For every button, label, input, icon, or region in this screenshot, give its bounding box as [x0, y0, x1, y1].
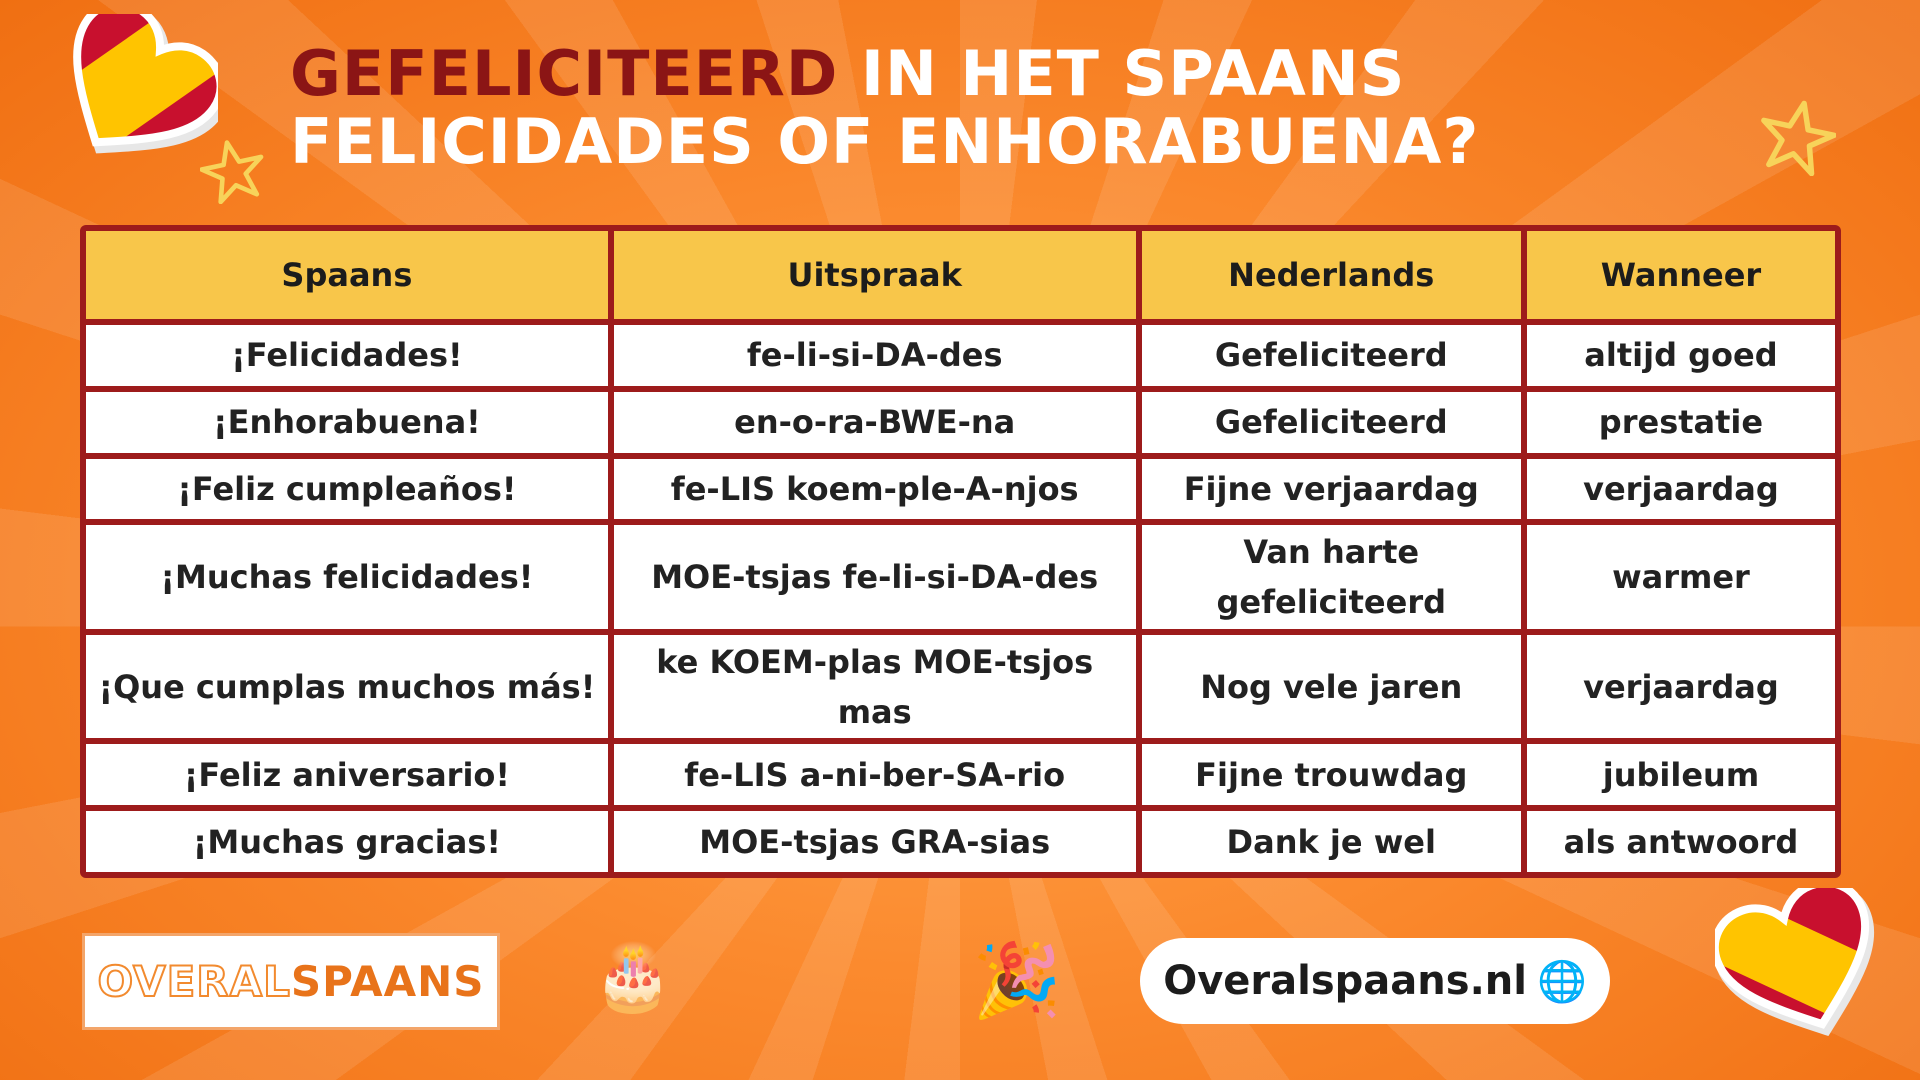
website-link[interactable]: Overalspaans.nl 🌐	[1140, 938, 1610, 1024]
cell-spaans: ¡Felicidades!	[86, 325, 608, 386]
cell-wanneer: verjaardag	[1526, 634, 1835, 739]
phrases-table: Spaans Uitspraak Nederlands Wanneer ¡Fel…	[80, 225, 1841, 878]
cell-nederlands: Nog vele jaren	[1141, 634, 1521, 739]
logo-text-part2: SPAANS	[290, 957, 485, 1006]
header-nederlands: Nederlands	[1141, 231, 1521, 319]
cell-wanneer: verjaardag	[1526, 458, 1835, 520]
table-row: ¡Feliz aniversario! fe-LIS a-ni-ber-SA-r…	[86, 744, 1835, 806]
cell-uitspraak: fe-li-si-DA-des	[613, 325, 1136, 386]
cell-uitspraak: MOE-tsjas GRA-sias	[613, 811, 1136, 872]
website-url: Overalspaans.nl	[1163, 958, 1527, 1004]
table-row: ¡Feliz cumpleaños! fe-LIS koem-ple-A-njo…	[86, 458, 1835, 520]
party-popper-icon: 🎉	[972, 938, 1062, 1022]
table-row: ¡Que cumplas muchos más! ke KOEM-plas MO…	[86, 634, 1835, 739]
cell-nederlands: Gefeliciteerd	[1141, 391, 1521, 453]
cell-nederlands: Gefeliciteerd	[1141, 325, 1521, 386]
cake-icon: 🎂	[593, 941, 673, 1015]
cell-wanneer: prestatie	[1526, 391, 1835, 453]
title-line1-rest: IN HET SPAANS	[860, 37, 1406, 110]
cell-spaans: ¡Enhorabuena!	[86, 391, 608, 453]
table-row: ¡Enhorabuena! en-o-ra-BWE-na Gefelicitee…	[86, 391, 1835, 453]
cell-uitspraak: fe-LIS a-ni-ber-SA-rio	[613, 744, 1136, 806]
overalspaans-logo: OVERAL SPAANS	[82, 933, 500, 1030]
cell-uitspraak: fe-LIS koem-ple-A-njos	[613, 458, 1136, 520]
cell-uitspraak: ke KOEM-plas MOE-tsjos mas	[613, 634, 1136, 739]
cell-spaans: ¡Feliz aniversario!	[86, 744, 608, 806]
cell-spaans: ¡Que cumplas muchos más!	[86, 634, 608, 739]
cell-nederlands: Van harte gefeliciteerd	[1141, 525, 1521, 629]
page-title: GEFELICITEERD IN HET SPAANS FELICIDADES …	[290, 40, 1479, 176]
phrases-table-frame: Spaans Uitspraak Nederlands Wanneer ¡Fel…	[80, 225, 1841, 878]
cell-wanneer: warmer	[1526, 525, 1835, 629]
table-row: ¡Muchas felicidades! MOE-tsjas fe-li-si-…	[86, 525, 1835, 629]
star-icon	[1761, 100, 1836, 176]
logo-text-part1: OVERAL	[96, 956, 291, 1007]
cell-spaans: ¡Muchas gracias!	[86, 811, 608, 872]
spain-heart-icon	[48, 14, 218, 164]
cell-uitspraak: MOE-tsjas fe-li-si-DA-des	[613, 525, 1136, 629]
header-uitspraak: Uitspraak	[613, 231, 1136, 319]
cell-nederlands: Fijne verjaardag	[1141, 458, 1521, 520]
globe-icon: 🌐	[1536, 958, 1587, 1005]
table-header-row: Spaans Uitspraak Nederlands Wanneer	[86, 231, 1835, 319]
cell-spaans: ¡Muchas felicidades!	[86, 525, 608, 629]
cell-nederlands: Dank je wel	[1141, 811, 1521, 872]
title-line2: FELICIDADES OF ENHORABUENA?	[290, 105, 1480, 178]
title-highlight: GEFELICITEERD	[290, 37, 839, 110]
star-icon	[200, 140, 264, 204]
table-row: ¡Felicidades! fe-li-si-DA-des Gefelicite…	[86, 325, 1835, 386]
spain-heart-icon	[1715, 888, 1885, 1038]
cell-nederlands: Fijne trouwdag	[1141, 744, 1521, 806]
cell-wanneer: jubileum	[1526, 744, 1835, 806]
table-row: ¡Muchas gracias! MOE-tsjas GRA-sias Dank…	[86, 811, 1835, 872]
cell-wanneer: als antwoord	[1526, 811, 1835, 872]
header-spaans: Spaans	[86, 231, 608, 319]
cell-uitspraak: en-o-ra-BWE-na	[613, 391, 1136, 453]
header-wanneer: Wanneer	[1526, 231, 1835, 319]
cell-wanneer: altijd goed	[1526, 325, 1835, 386]
cell-spaans: ¡Feliz cumpleaños!	[86, 458, 608, 520]
